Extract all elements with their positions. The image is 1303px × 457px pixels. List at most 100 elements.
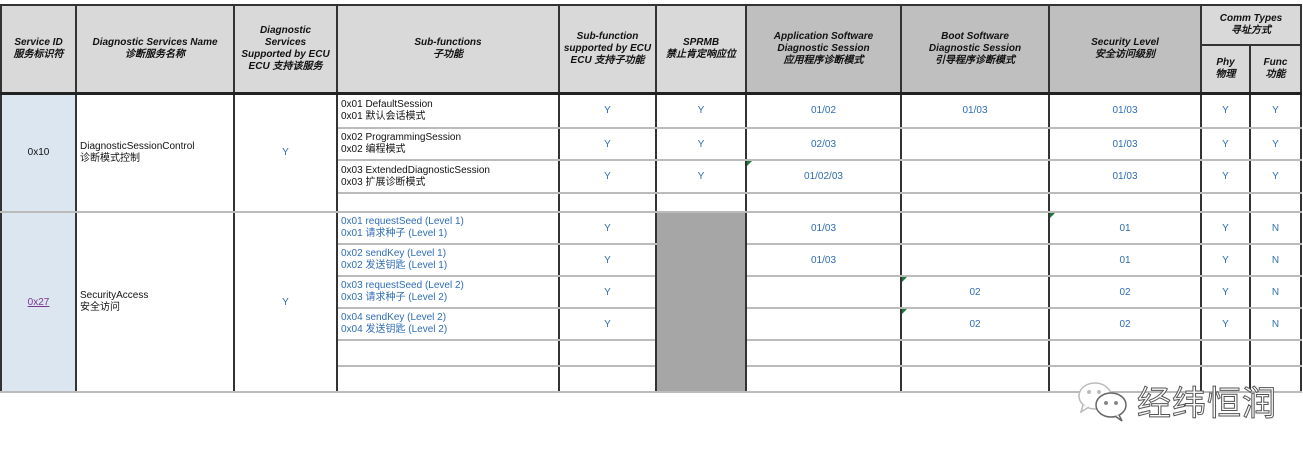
boot-session-cell: 02 xyxy=(900,307,1050,341)
service-id-link[interactable]: 0x27 xyxy=(27,296,50,308)
sprmb-cell: Y xyxy=(655,159,747,194)
service-id: 0x10 xyxy=(27,147,50,159)
security-level-cell xyxy=(1048,339,1202,367)
header-supported: Diagnostic Services Supported by ECU ECU 支… xyxy=(233,4,338,95)
subfunction-cn: 0x03 请求种子 (Level 2) xyxy=(341,292,448,303)
security-level-cell: 01 xyxy=(1048,211,1202,245)
func-cell: N xyxy=(1249,307,1302,341)
subfunction-en: 0x04 sendKey (Level 2) xyxy=(341,312,447,323)
subfunction-cell xyxy=(336,365,560,393)
header-security-level: Security Level 安全访问级别 xyxy=(1048,4,1202,95)
subfunction-en: 0x01 requestSeed (Level 1) xyxy=(341,216,464,227)
header-subfunctions: Sub-functions 子功能 xyxy=(336,4,560,95)
service-supported-cell: Y xyxy=(233,92,338,213)
app-session-cell: 01/02 xyxy=(745,92,902,129)
sub-supported-cell xyxy=(558,365,657,393)
phy-cell: Y xyxy=(1200,92,1251,129)
subfunction-cell: 0x03 requestSeed (Level 2) 0x03 请求种子 (Lev… xyxy=(336,275,560,309)
table-row: 0x03 requestSeed (Level 2) 0x03 请求种子 (Lev… xyxy=(1,275,1302,309)
service-name-en: SecurityAccess xyxy=(80,290,149,301)
boot-session-cell xyxy=(900,211,1050,245)
boot-session-cell xyxy=(900,127,1050,161)
sub-supported-cell: Y xyxy=(558,307,657,341)
subfunction-en: 0x02 ProgrammingSession xyxy=(341,132,462,143)
phy-cell xyxy=(1200,192,1251,213)
security-level-cell: 01 xyxy=(1048,243,1202,277)
sub-supported-cell xyxy=(558,192,657,213)
service-name-cn: 诊断模式控制 xyxy=(80,152,140,164)
phy-cell xyxy=(1200,339,1251,367)
watermark: 经纬恒润 xyxy=(1075,376,1277,425)
security-level-cell xyxy=(1048,365,1202,393)
func-cell: Y xyxy=(1249,92,1302,129)
security-level-cell: 01/03 xyxy=(1048,92,1202,129)
wechat-icon xyxy=(1078,381,1127,422)
subfunction-cell: 0x01 DefaultSession 0x01 默认会话模式 xyxy=(336,92,560,129)
service-name-en: DiagnosticSessionControl xyxy=(80,140,195,152)
boot-session-cell xyxy=(900,365,1050,393)
sub-supported-cell: Y xyxy=(558,159,657,194)
security-level-cell: 02 xyxy=(1048,307,1202,341)
sub-supported-cell: Y xyxy=(558,243,657,277)
service-supported-cell: Y xyxy=(233,211,338,393)
boot-session-cell xyxy=(900,159,1050,194)
app-session-cell: 01/02/03 xyxy=(745,159,902,194)
boot-session-cell: 02 xyxy=(900,275,1050,309)
subfunction-cn: 0x03 扩展诊断模式 xyxy=(341,176,426,188)
subfunction-cell: 0x03 ExtendedDiagnosticSession 0x03 扩展诊断模… xyxy=(336,159,560,194)
subfunction-cn: 0x04 发送钥匙 (Level 2) xyxy=(341,324,448,335)
subfunction-cn: 0x01 默认会话模式 xyxy=(341,110,426,122)
table-row xyxy=(1,192,1302,213)
boot-session-cell: 01/03 xyxy=(900,92,1050,129)
header-service-id: Service ID 服务标识符 xyxy=(0,4,77,95)
security-level-cell xyxy=(1048,192,1202,213)
app-session-cell xyxy=(745,307,902,341)
header-app-session: Application Software Diagnostic Session 应用… xyxy=(745,4,902,95)
boot-session-cell xyxy=(900,192,1050,213)
app-session-cell xyxy=(745,365,902,393)
subfunction-cn: 0x02 发送钥匙 (Level 1) xyxy=(341,260,448,271)
sub-supported-cell: Y xyxy=(558,127,657,161)
subfunction-cell: 0x04 sendKey (Level 2) 0x04 发送钥匙 (Level 2… xyxy=(336,307,560,341)
subfunction-cell: 0x01 requestSeed (Level 1) 0x01 请求种子 (Lev… xyxy=(336,211,560,245)
app-session-cell xyxy=(745,192,902,213)
subfunction-cell: 0x02 sendKey (Level 1) 0x02 发送钥匙 (Level 1… xyxy=(336,243,560,277)
func-cell xyxy=(1249,365,1302,393)
phy-cell: Y xyxy=(1200,243,1251,277)
table-row xyxy=(1,339,1302,367)
header-boot-session: Boot Software Diagnostic Session 引导程序诊断模式 xyxy=(900,4,1050,95)
func-cell xyxy=(1249,339,1302,367)
sprmb-cell: Y xyxy=(655,92,747,129)
phy-cell: Y xyxy=(1200,211,1251,245)
func-cell: Y xyxy=(1249,159,1302,194)
sprmb-cell xyxy=(655,192,747,213)
func-cell: Y xyxy=(1249,127,1302,161)
diagnostic-services-table: Service ID 服务标识符 Diagnostic Services Name… xyxy=(0,4,1302,393)
header-comm-types: Comm Types 寻址方式 xyxy=(1200,4,1302,46)
subfunction-en: 0x03 ExtendedDiagnosticSession xyxy=(341,164,490,176)
app-session-cell: 01/03 xyxy=(745,211,902,245)
app-session-cell xyxy=(745,275,902,309)
sub-supported-cell xyxy=(558,339,657,367)
phy-cell: Y xyxy=(1200,275,1251,309)
watermark-text: 经纬恒润 xyxy=(1137,384,1277,425)
func-cell xyxy=(1249,192,1302,213)
service-id-cell: 0x10 xyxy=(0,92,77,213)
app-session-cell: 02/03 xyxy=(745,127,902,161)
subfunction-cell: 0x02 ProgrammingSession 0x02 编程模式 xyxy=(336,127,560,161)
table-row: 0x02 sendKey (Level 1) 0x02 发送钥匙 (Level 1… xyxy=(1,243,1302,277)
header-sprmb: SPRMB 禁止肯定响应位 xyxy=(655,4,747,95)
subfunction-cn: 0x02 编程模式 xyxy=(341,144,406,155)
sprmb-cell-disabled xyxy=(655,211,747,393)
security-level-cell: 02 xyxy=(1048,275,1202,309)
security-level-cell: 01/03 xyxy=(1048,127,1202,161)
subfunction-en: 0x02 sendKey (Level 1) xyxy=(341,248,447,259)
table-row: 0x27 SecurityAccess 安全访问 Y 0x01 requestSeed … xyxy=(0,211,1302,393)
table-row: 0x10 DiagnosticSessionControl 诊断模式控制 Y 0x01 … xyxy=(0,92,1302,213)
service-name-cell: SecurityAccess 安全访问 xyxy=(75,211,235,393)
security-level-cell: 01/03 xyxy=(1048,159,1202,194)
header-phy: Phy 物理 xyxy=(1200,44,1251,95)
sprmb-cell: Y xyxy=(655,127,747,161)
func-cell: N xyxy=(1249,275,1302,309)
subfunction-cn: 0x01 请求种子 (Level 1) xyxy=(341,228,448,239)
